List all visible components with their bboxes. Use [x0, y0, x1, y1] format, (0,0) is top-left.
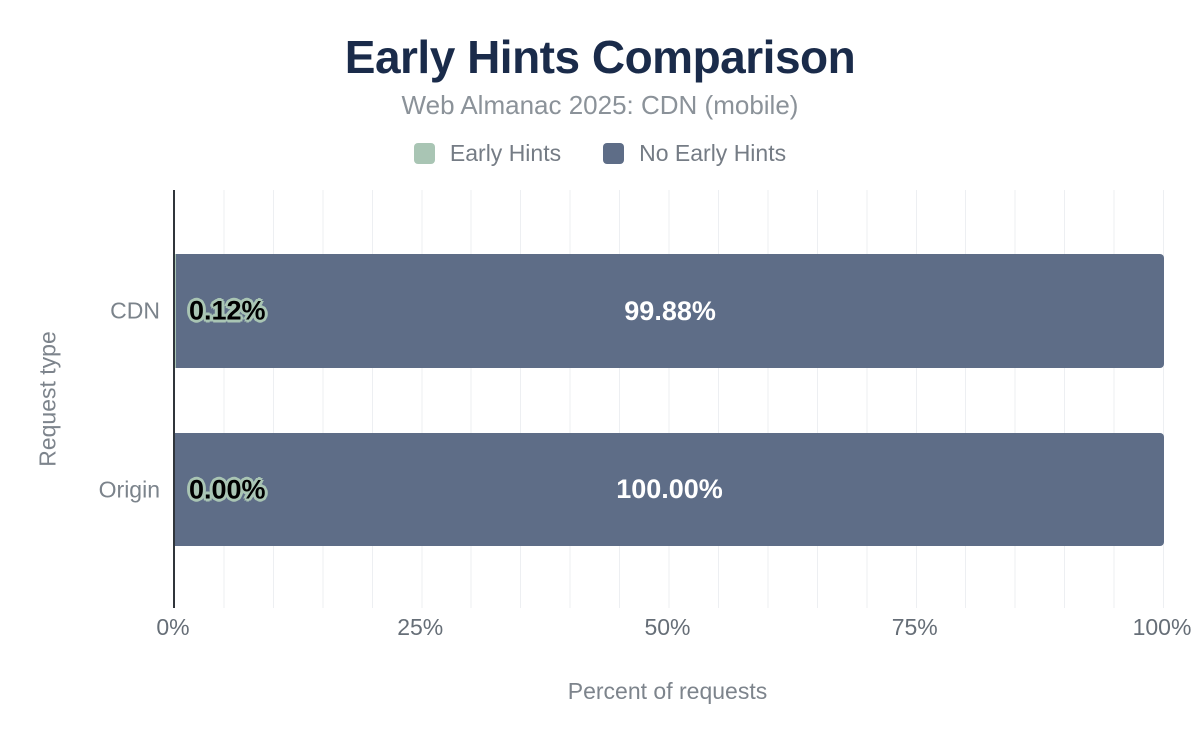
legend-label: Early Hints	[449, 140, 562, 166]
x-tick-label: 75%	[891, 614, 938, 640]
x-axis-title: Percent of requests	[567, 678, 768, 704]
bar-segment-no-early-hints: 100.00%	[175, 433, 1164, 546]
no-early-hints-swatch-icon	[603, 143, 625, 164]
bar-row-cdn: 99.88% 0.12% CDN	[110, 254, 1164, 368]
y-category-label: CDN	[110, 297, 160, 324]
plot-area: 99.88% 0.12% CDN 100.00% 0.00% Origin	[99, 190, 1164, 608]
x-axis-ticks: 0% 25% 50% 75% 100%	[156, 614, 1191, 644]
bar-row-origin: 100.00% 0.00% Origin	[99, 433, 1164, 546]
legend: Early Hints No Early Hints	[0, 140, 1200, 167]
legend-label: No Early Hints	[639, 140, 787, 166]
data-label-no-early-hints: 99.88%	[624, 295, 716, 326]
x-tick-label: 50%	[644, 614, 691, 640]
data-label-early-hints: 0.12%	[189, 295, 266, 326]
x-tick-label: 25%	[397, 614, 444, 640]
data-label-early-hints: 0.00%	[189, 474, 266, 504]
y-category-label: Origin	[98, 476, 160, 502]
legend-item-early-hints[interactable]: Early Hints	[413, 140, 562, 167]
y-axis-title: Request type	[34, 331, 61, 467]
bar-segment-early-hints	[175, 254, 177, 368]
x-tick-label: 0%	[156, 614, 190, 640]
chart-title: Early Hints Comparison	[344, 31, 856, 83]
x-tick-label: 100%	[1132, 614, 1192, 640]
chart-subtitle: Web Almanac 2025: CDN (mobile)	[401, 90, 799, 120]
bar-segment-no-early-hints: 99.88%	[176, 254, 1164, 368]
early-hints-swatch-icon	[413, 143, 435, 164]
data-label-no-early-hints: 100.00%	[616, 474, 723, 504]
legend-item-no-early-hints[interactable]: No Early Hints	[603, 140, 786, 167]
